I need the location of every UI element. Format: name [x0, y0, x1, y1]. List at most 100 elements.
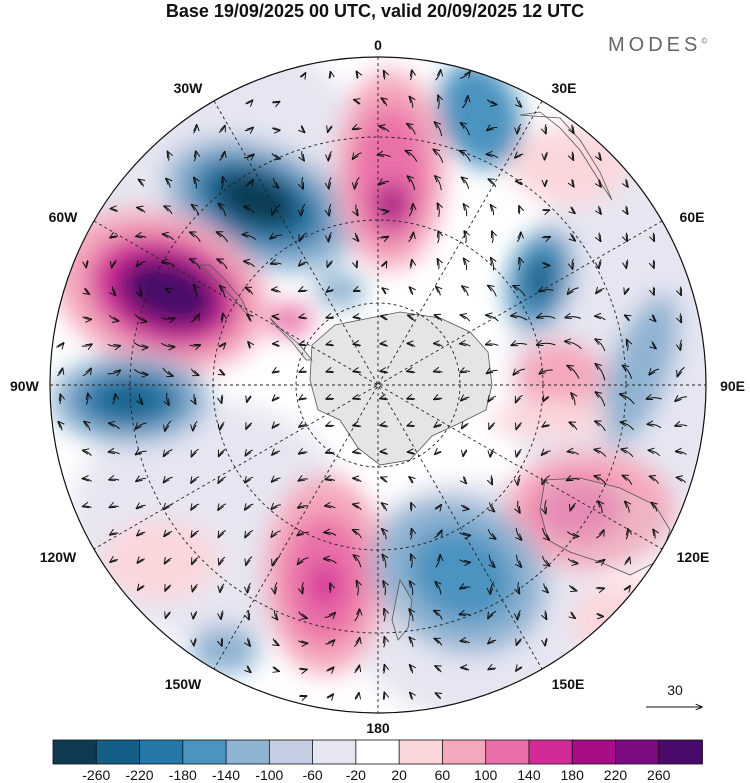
wind-arrow	[353, 478, 362, 483]
wind-arrow	[599, 232, 601, 242]
wind-arrow	[85, 393, 88, 405]
wind-arrow	[542, 475, 551, 485]
wind-arrow	[328, 126, 333, 132]
wind-arrow	[488, 286, 497, 297]
wind-arrow	[138, 586, 145, 591]
wind-arrow	[380, 398, 389, 399]
wind-arrow	[545, 610, 547, 620]
wind-arrow	[194, 637, 196, 646]
longitude-labels: 0 180 90W 90E 30W 30E 60W 60E 120W 120E …	[10, 37, 745, 736]
wind-arrow	[272, 204, 281, 215]
wind-arrow	[680, 286, 681, 296]
wind-arrow	[680, 339, 682, 350]
wind-arrow	[621, 449, 634, 458]
wind-arrow	[463, 449, 467, 457]
wind-arrow	[595, 530, 604, 539]
lon-label-90e: 90E	[720, 378, 745, 394]
wind-arrow	[518, 500, 520, 513]
wind-arrow	[193, 125, 196, 134]
wind-arrow	[248, 637, 250, 646]
wind-arrow	[353, 638, 359, 647]
wind-arrow	[626, 232, 627, 242]
wind-arrow	[301, 203, 306, 216]
wind-arrow	[112, 394, 116, 405]
wind-arrow	[302, 176, 303, 189]
wind-arrow	[107, 343, 121, 346]
wind-arrow	[382, 288, 386, 294]
wind-arrow	[162, 234, 174, 241]
wind-arrow	[488, 610, 497, 618]
wind-arrow	[433, 530, 442, 539]
wind-arrow	[382, 262, 387, 267]
wind-arrow	[356, 71, 358, 79]
wind-arrow	[486, 154, 498, 159]
wind-arrow	[461, 96, 468, 109]
wind-arrow	[357, 581, 359, 596]
wind-arrow	[490, 448, 495, 457]
wind-arrow	[217, 259, 228, 270]
wind-arrow	[139, 393, 142, 405]
wind-arrow	[545, 179, 547, 186]
wind-arrow	[489, 422, 496, 430]
wind-arrow	[189, 345, 201, 346]
wind-arrow	[326, 344, 335, 345]
wind-arrow	[299, 452, 308, 454]
wind-arrow	[627, 340, 628, 351]
wind-arrow	[623, 586, 630, 590]
wind-arrow	[571, 611, 576, 619]
wind-arrow	[161, 342, 174, 347]
wind-arrow	[567, 287, 579, 295]
wind-arrow	[384, 71, 385, 80]
wind-arrow	[136, 236, 147, 237]
wind-arrow	[594, 476, 607, 485]
wind-arrow	[409, 637, 413, 647]
wind-arrow	[653, 286, 654, 295]
wind-arrow	[353, 152, 362, 159]
wind-arrow	[516, 527, 522, 540]
wind-arrow	[325, 479, 336, 480]
wind-arrow	[434, 611, 443, 620]
wind-arrow	[516, 448, 522, 457]
wind-arrow	[434, 371, 443, 372]
colorbar-tick-label: 140	[517, 767, 541, 783]
wind-arrow	[598, 501, 602, 514]
wind-arrow	[407, 452, 415, 454]
wind-arrow	[516, 394, 523, 402]
wind-arrow	[191, 531, 199, 537]
colorbar-swatch	[268, 739, 314, 765]
wind-arrow	[595, 421, 606, 432]
wind-arrow	[437, 203, 439, 218]
wind-arrow	[488, 640, 497, 643]
wind-arrow	[463, 204, 466, 217]
wind-arrow	[108, 314, 119, 321]
wind-arrow	[82, 316, 92, 320]
wind-arrow	[677, 366, 685, 376]
wind-arrow	[356, 204, 358, 216]
wind-arrow	[384, 692, 385, 701]
wind-arrow	[537, 343, 556, 345]
colorbar-swatch	[182, 739, 227, 765]
wind-arrow	[271, 152, 280, 158]
wind-arrow	[191, 448, 199, 457]
wind-arrow	[299, 344, 308, 345]
wind-arrow	[539, 290, 554, 292]
wind-arrow	[567, 479, 580, 481]
wind-arrow	[377, 155, 391, 158]
wind-arrow	[599, 259, 602, 269]
wind-arrow	[136, 505, 146, 508]
wind-arrow	[626, 178, 628, 187]
wind-arrow	[433, 149, 444, 163]
wind-arrow	[326, 317, 335, 318]
colorbar-tick-label: 60	[435, 767, 451, 783]
wind-arrow	[275, 582, 278, 593]
colorbar-swatch	[398, 739, 444, 765]
wind-arrow	[380, 425, 389, 426]
wind-arrow	[408, 232, 414, 243]
lon-label-60e: 60E	[680, 209, 705, 225]
wind-arrow	[626, 259, 628, 268]
wind-arrow	[298, 611, 308, 619]
wind-arrow	[459, 559, 471, 563]
wind-arrow	[435, 70, 440, 81]
wind-arrow	[384, 665, 385, 674]
wind-arrow	[328, 231, 332, 241]
